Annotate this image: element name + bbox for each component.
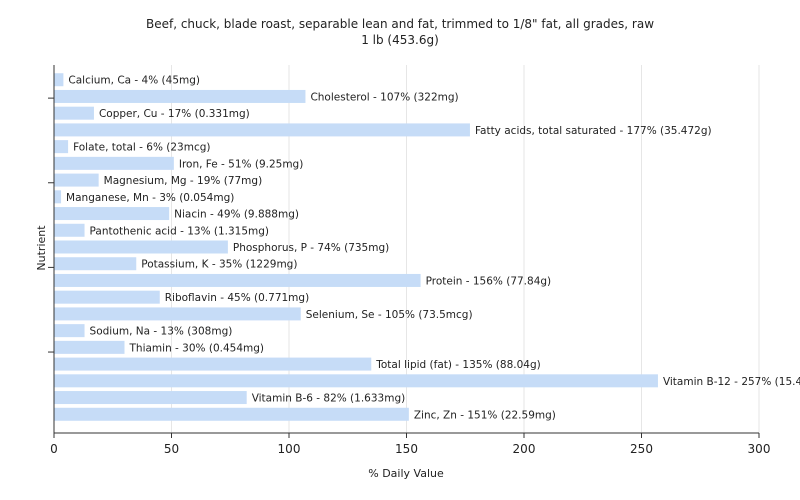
bar-label: Niacin - 49% (9.888mg) — [174, 209, 299, 221]
bar — [54, 273, 421, 287]
bar — [54, 240, 228, 254]
bar — [54, 89, 306, 103]
bar — [54, 257, 137, 271]
bar — [54, 73, 64, 87]
bar-label: Magnesium, Mg - 19% (77mg) — [104, 175, 263, 187]
bar — [54, 307, 301, 321]
x-tick-label: 50 — [164, 442, 179, 456]
bar — [54, 223, 85, 237]
axes: 0 50 100 150 200 250 300 — [48, 65, 770, 456]
chart-subtitle: 1 lb (453.6g) — [361, 33, 439, 47]
bar — [54, 290, 160, 304]
bar-label: Folate, total - 6% (23mcg) — [73, 142, 210, 154]
bar — [54, 190, 62, 204]
x-tick-label: 100 — [278, 442, 301, 456]
bar-label: Calcium, Ca - 4% (45mg) — [68, 75, 200, 87]
bar-label: Copper, Cu - 17% (0.331mg) — [99, 108, 250, 120]
bar — [54, 140, 69, 154]
x-axis-title: % Daily Value — [368, 467, 444, 480]
bar-label: Selenium, Se - 105% (73.5mcg) — [306, 309, 473, 321]
bar-label: Pantothenic acid - 13% (1.315mg) — [90, 225, 269, 237]
bar — [54, 340, 125, 354]
bar — [54, 173, 99, 187]
bar-label: Phosphorus, P - 74% (735mg) — [233, 242, 389, 254]
x-tick-label: 150 — [395, 442, 418, 456]
x-tick-label: 300 — [748, 442, 771, 456]
chart-title-block: Beef, chuck, blade roast, separable lean… — [0, 16, 800, 48]
bar-label: Sodium, Na - 13% (308mg) — [90, 326, 233, 338]
bar — [54, 357, 372, 371]
bar — [54, 156, 174, 170]
bar-label: Cholesterol - 107% (322mg) — [310, 91, 458, 103]
bar-label: Iron, Fe - 51% (9.25mg) — [179, 158, 303, 170]
bar — [54, 207, 170, 221]
bar — [54, 123, 470, 137]
bar-label: Potassium, K - 35% (1229mg) — [141, 259, 297, 271]
y-axis-title: Nutrient — [35, 225, 48, 271]
x-tick-label: 250 — [630, 442, 653, 456]
bar-label: Manganese, Mn - 3% (0.054mg) — [66, 192, 234, 204]
bar-label: Thiamin - 30% (0.454mg) — [129, 342, 265, 354]
bar-label: Vitamin B-12 - 257% (15.42mcg) — [663, 376, 800, 388]
x-tick-label: 200 — [513, 442, 536, 456]
bar-label: Protein - 156% (77.84g) — [426, 275, 552, 287]
bar — [54, 391, 247, 405]
bars: Calcium, Ca - 4% (45mg) Cholesterol - 107… — [54, 73, 800, 421]
bar — [54, 324, 85, 338]
bar — [54, 106, 94, 120]
bar-label: Vitamin B-6 - 82% (1.633mg) — [252, 393, 406, 405]
bar-label: Riboflavin - 45% (0.771mg) — [165, 292, 309, 304]
chart-title: Beef, chuck, blade roast, separable lean… — [145, 17, 655, 31]
bar-label: Zinc, Zn - 151% (22.59mg) — [414, 409, 556, 421]
bar-label: Fatty acids, total saturated - 177% (35.… — [475, 125, 712, 137]
bar — [54, 407, 409, 421]
x-tick-label: 0 — [50, 442, 58, 456]
bar — [54, 374, 658, 388]
bar-label: Total lipid (fat) - 135% (88.04g) — [375, 359, 540, 371]
